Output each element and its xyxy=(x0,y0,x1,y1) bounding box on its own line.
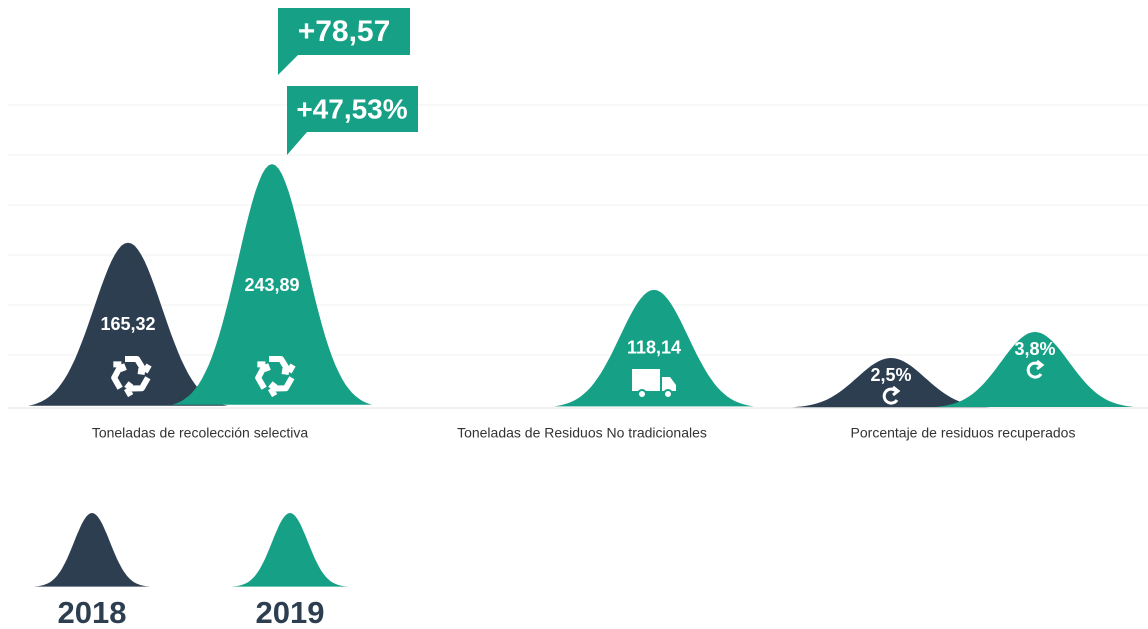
annotation-text: +78,57 xyxy=(298,15,391,48)
icon-part xyxy=(632,369,660,391)
bell-mark xyxy=(172,164,372,405)
bell-mark xyxy=(554,289,754,407)
category-label: Toneladas de recolección selectiva xyxy=(92,425,309,441)
icon-part xyxy=(124,376,151,398)
category-label: Porcentaje de residuos recuperados xyxy=(851,425,1076,441)
value-label: 165,32 xyxy=(100,314,155,334)
icon xyxy=(255,356,296,398)
icon-part xyxy=(268,376,295,398)
grid xyxy=(8,104,1148,409)
legend-swatch xyxy=(34,513,150,587)
icon-part xyxy=(637,389,647,399)
icon-part xyxy=(882,387,899,405)
annotation-text: +47,53% xyxy=(296,93,407,124)
icon-part xyxy=(255,361,271,390)
bell-mark xyxy=(28,242,228,406)
annotation: +78,57 +47,53% xyxy=(278,8,418,155)
icon-part xyxy=(892,385,901,397)
value-label: 3,8% xyxy=(1014,339,1055,359)
legend-swatch xyxy=(232,513,348,587)
icon xyxy=(111,356,152,398)
icon xyxy=(1026,359,1045,379)
icon-part xyxy=(125,356,152,375)
annotation-box xyxy=(278,8,410,75)
icon-part xyxy=(663,389,673,399)
icon xyxy=(882,385,901,405)
icon xyxy=(632,369,676,399)
icon-part xyxy=(269,356,296,375)
bell-mark xyxy=(791,358,991,408)
value-label: 2,5% xyxy=(870,365,911,385)
legend-label: 2018 xyxy=(58,595,127,629)
icon-part xyxy=(1026,361,1043,379)
icon-part xyxy=(1036,359,1045,371)
icon-part xyxy=(662,377,676,391)
value-label: 118,14 xyxy=(627,338,681,358)
icon-part xyxy=(111,361,127,390)
annotation-box xyxy=(287,86,418,155)
category-label: Toneladas de Residuos No tradicionales xyxy=(457,425,707,441)
legend-label: 2019 xyxy=(256,595,325,629)
bell-mark xyxy=(935,332,1135,407)
value-label: 243,89 xyxy=(244,275,299,295)
